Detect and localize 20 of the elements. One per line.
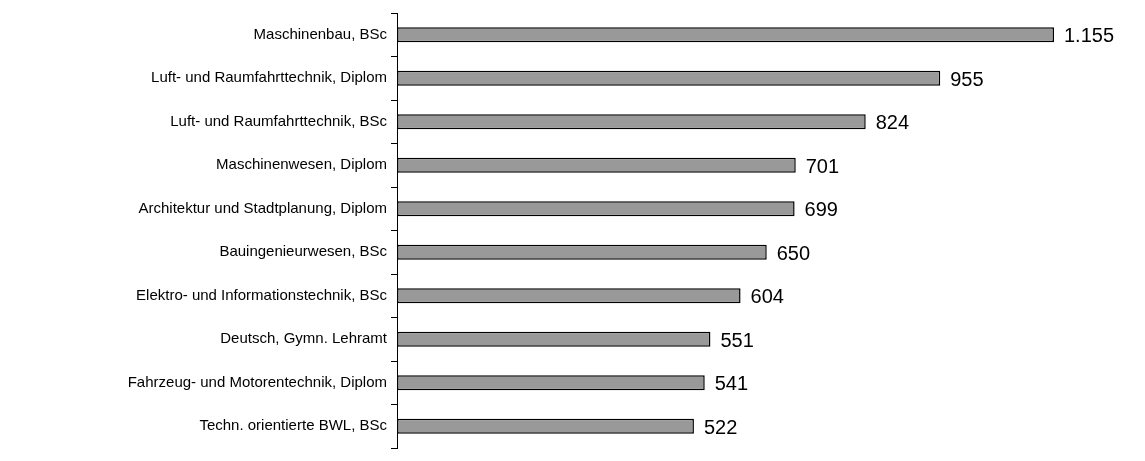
y-tick-label: Fahrzeug- und Motorentechnik, Diplom xyxy=(127,372,387,390)
y-tick-label: Deutsch, Gymn. Lehramt xyxy=(220,329,388,347)
data-label: 541 xyxy=(714,372,749,395)
data-label: 701 xyxy=(805,154,840,177)
data-label: 699 xyxy=(804,198,838,221)
y-tick-label: Maschinenbau, BSc xyxy=(253,24,388,42)
y-tick-label: Architektur und Stadtplanung, Diplom xyxy=(138,198,387,216)
data-label: 824 xyxy=(875,111,910,134)
data-label: 1.155 xyxy=(1064,24,1115,47)
data-label: 955 xyxy=(950,67,984,90)
data-label: 522 xyxy=(703,415,738,438)
y-tick-label: Luft- und Raumfahrttechnik, BSc xyxy=(170,111,388,129)
y-tick-label: Elektro- und Informationstechnik, BSc xyxy=(136,285,388,303)
y-tick-label: Maschinenwesen, Diplom xyxy=(216,155,387,173)
y-tick-label: Luft- und Raumfahrttechnik, Diplom xyxy=(151,68,387,86)
data-label: 650 xyxy=(776,241,811,264)
data-label: 604 xyxy=(750,285,784,308)
y-tick-label: Bauingenieurwesen, BSc xyxy=(219,242,388,260)
y-tick-label: Techn. orientierte BWL, BSc xyxy=(199,416,388,434)
data-label: 551 xyxy=(720,328,754,351)
